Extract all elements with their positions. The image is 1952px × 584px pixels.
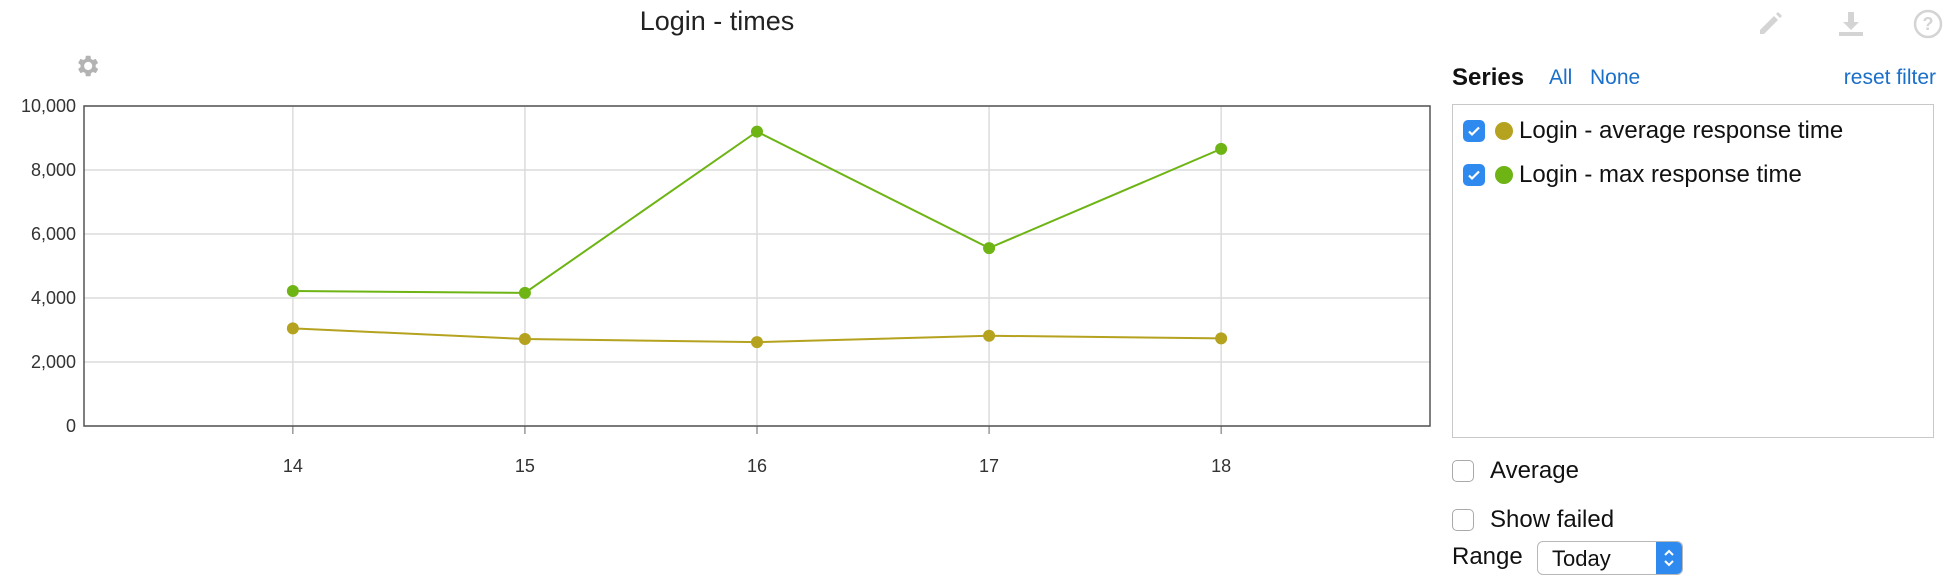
average-checkbox[interactable] xyxy=(1452,460,1474,482)
series-item-average[interactable]: Login - average response time xyxy=(1463,115,1843,147)
y-tick-label: 2,000 xyxy=(31,352,76,372)
average-label: Average xyxy=(1490,457,1579,484)
x-tick-label: 14 xyxy=(283,456,303,476)
y-tick-label: 4,000 xyxy=(31,288,76,308)
gear-icon[interactable] xyxy=(73,52,101,80)
range-value: Today xyxy=(1552,546,1611,571)
x-tick-label: 18 xyxy=(1211,456,1231,476)
y-tick-label: 6,000 xyxy=(31,224,76,244)
data-point xyxy=(286,284,299,297)
data-point xyxy=(1215,142,1228,155)
range-select[interactable]: Today xyxy=(1537,541,1683,575)
x-tick-label: 15 xyxy=(515,456,535,476)
data-point xyxy=(751,125,763,138)
chart-title: Login - times xyxy=(639,6,795,36)
data-point xyxy=(983,329,996,342)
x-tick-label: 16 xyxy=(747,456,767,476)
pencil-icon[interactable] xyxy=(1754,8,1786,40)
reset-filter-link[interactable]: reset filter xyxy=(1843,66,1936,89)
data-point xyxy=(286,322,299,335)
series-color-dot xyxy=(1495,166,1513,184)
svg-text:?: ? xyxy=(1923,14,1934,34)
series-checkbox-average[interactable] xyxy=(1463,120,1485,142)
plot-frame xyxy=(83,105,1431,427)
range-label: Range xyxy=(1452,543,1523,570)
series-title: Series xyxy=(1452,64,1525,91)
series-item-max[interactable]: Login - max response time xyxy=(1463,159,1802,191)
y-tick-label: 10,000 xyxy=(21,96,76,116)
data-point xyxy=(983,242,996,255)
help-icon[interactable]: ? xyxy=(1912,8,1944,40)
x-tick-label: 17 xyxy=(979,456,999,476)
data-point xyxy=(1215,332,1228,345)
download-icon[interactable] xyxy=(1835,8,1867,40)
series-checkbox-max[interactable] xyxy=(1463,164,1485,186)
average-option[interactable]: Average xyxy=(1452,455,1579,487)
none-link[interactable]: None xyxy=(1590,66,1641,89)
all-link[interactable]: All xyxy=(1549,66,1573,89)
line-chart: 0 2,000 4,000 6,000 8,000 10,000 14 15 16 17 18 xyxy=(21,96,1431,476)
series-color-dot xyxy=(1495,122,1513,140)
data-point xyxy=(518,332,531,345)
show-failed-option[interactable]: Show failed xyxy=(1452,504,1614,536)
show-failed-checkbox[interactable] xyxy=(1452,509,1474,531)
data-point xyxy=(751,336,763,349)
series-list: Login - average response time Login - ma… xyxy=(1452,104,1934,438)
series-label: Login - average response time xyxy=(1519,117,1844,144)
series-label: Login - max response time xyxy=(1519,161,1802,188)
y-tick-label: 0 xyxy=(66,416,76,436)
show-failed-label: Show failed xyxy=(1490,506,1615,533)
chevron-up-down-icon xyxy=(1656,542,1682,574)
data-point xyxy=(518,286,531,299)
y-tick-label: 8,000 xyxy=(31,160,76,180)
series-panel: Series All None reset filter Login - ave… xyxy=(1452,60,1936,438)
